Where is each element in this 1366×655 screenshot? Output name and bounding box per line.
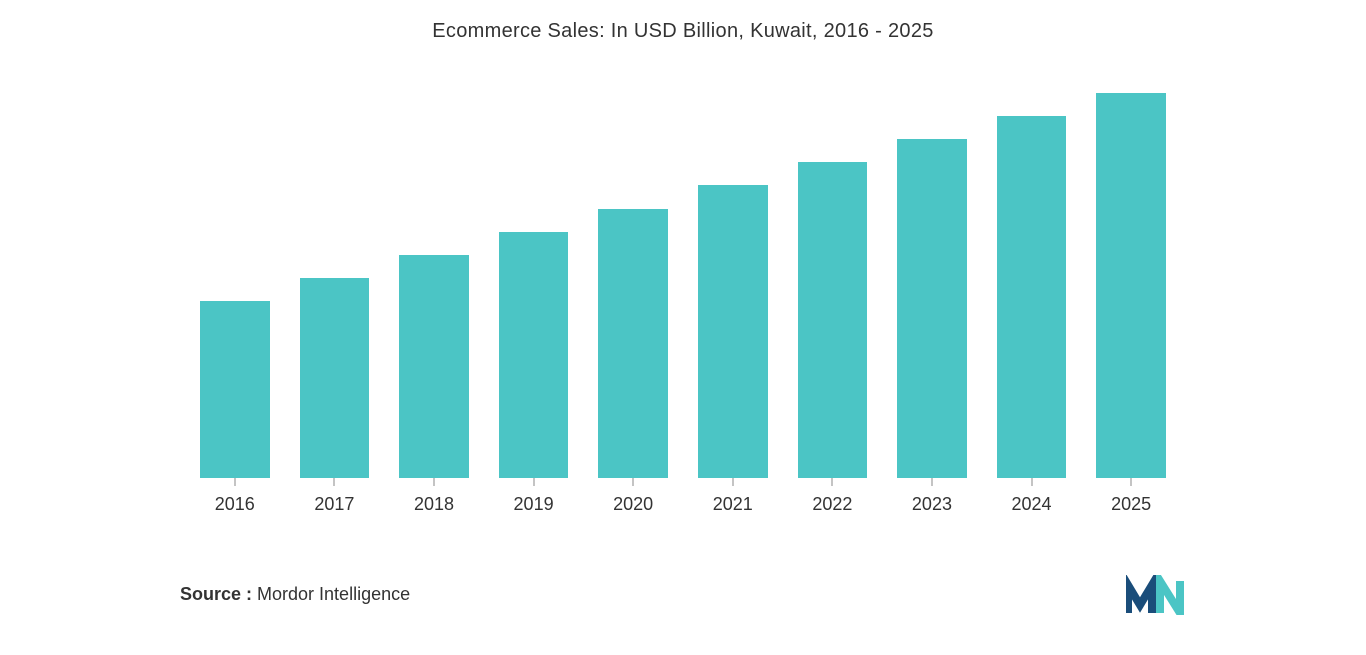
x-axis-label: 2021: [698, 494, 768, 515]
x-axis-label: 2025: [1096, 494, 1166, 515]
logo-svg: [1126, 575, 1186, 615]
tick-mark: [334, 478, 335, 486]
source-citation: Source : Mordor Intelligence: [180, 584, 410, 605]
bar: [698, 185, 768, 478]
chart-title: Ecommerce Sales: In USD Billion, Kuwait,…: [180, 20, 1186, 43]
bar: [499, 232, 569, 478]
bar-wrapper: [399, 93, 469, 478]
tick-mark: [1131, 478, 1132, 486]
bar: [897, 139, 967, 478]
tick-mark: [234, 478, 235, 486]
bar-wrapper: [499, 93, 569, 478]
source-label: Source :: [180, 584, 252, 604]
tick-mark: [533, 478, 534, 486]
bar-wrapper: [1096, 93, 1166, 478]
bar-wrapper: [798, 93, 868, 478]
bar: [997, 116, 1067, 478]
tick-mark: [1031, 478, 1032, 486]
bar-wrapper: [897, 93, 967, 478]
plot-area: [180, 93, 1186, 478]
x-axis-labels: 2016 2017 2018 2019 2020 2021 2022 2023 2024 2025: [180, 486, 1186, 515]
bar: [1096, 93, 1166, 478]
x-axis-label: 2020: [598, 494, 668, 515]
tick-mark: [633, 478, 634, 486]
x-axis-label: 2016: [200, 494, 270, 515]
mordor-logo-icon: [1126, 575, 1186, 615]
chart-container: Ecommerce Sales: In USD Billion, Kuwait,…: [0, 0, 1366, 655]
x-axis-label: 2022: [798, 494, 868, 515]
bar-wrapper: [200, 93, 270, 478]
bar-wrapper: [997, 93, 1067, 478]
tick-mark: [832, 478, 833, 486]
x-axis-label: 2024: [997, 494, 1067, 515]
bar: [798, 162, 868, 478]
bar-wrapper: [300, 93, 370, 478]
bar: [598, 209, 668, 479]
bar: [300, 278, 370, 478]
x-axis-label: 2023: [897, 494, 967, 515]
bar: [399, 255, 469, 478]
x-axis-label: 2018: [399, 494, 469, 515]
bar-wrapper: [698, 93, 768, 478]
tick-mark: [433, 478, 434, 486]
x-axis-label: 2019: [499, 494, 569, 515]
tick-mark: [732, 478, 733, 486]
bar: [200, 301, 270, 478]
source-text: Mordor Intelligence: [252, 584, 410, 604]
bar-wrapper: [598, 93, 668, 478]
x-axis-label: 2017: [300, 494, 370, 515]
tick-mark: [931, 478, 932, 486]
